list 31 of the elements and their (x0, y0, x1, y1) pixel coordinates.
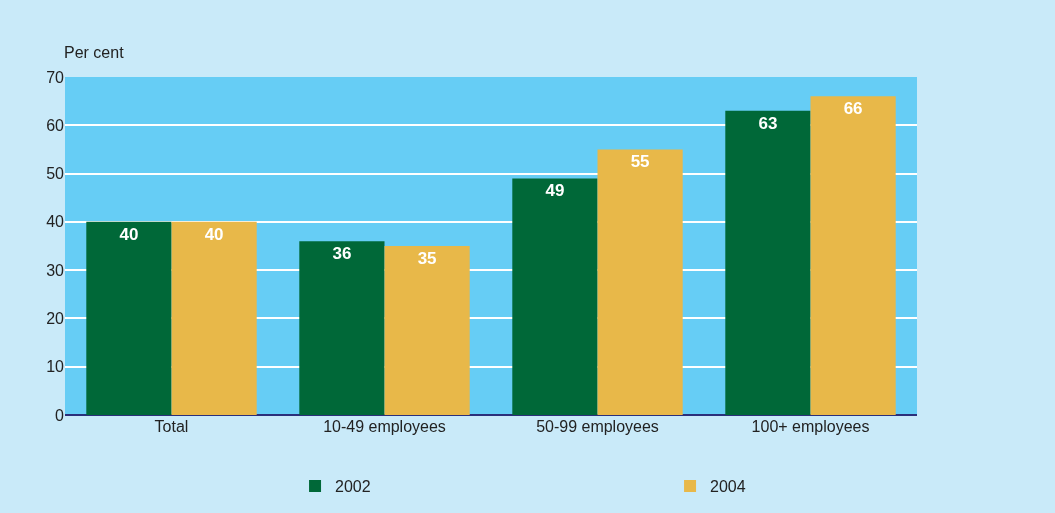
bar (597, 149, 683, 415)
data-label: 40 (119, 224, 139, 244)
y-tick-label: 0 (55, 406, 65, 424)
x-tick-label: Total (154, 418, 189, 435)
legend-label: 2004 (710, 478, 746, 496)
y-tick-label: 70 (46, 68, 65, 86)
y-axis-title: Per cent (64, 44, 125, 61)
bar (171, 221, 257, 415)
x-tick-label: 100+ employees (751, 418, 870, 435)
data-label: 36 (332, 244, 352, 264)
data-label: 66 (843, 99, 863, 119)
bar (384, 246, 470, 415)
bar (86, 221, 172, 415)
data-label: 55 (630, 152, 650, 172)
data-label: 40 (204, 224, 224, 244)
bar (725, 110, 811, 415)
data-label: 35 (417, 249, 437, 268)
bar (810, 96, 896, 415)
y-tick-label: 20 (46, 310, 65, 328)
x-tick-label: 10-49 employees (323, 418, 446, 435)
legend-label: 2002 (335, 478, 371, 496)
y-tick-label: 50 (46, 165, 65, 183)
x-tick-label: 50-99 employees (536, 418, 659, 435)
bar (299, 241, 385, 415)
y-tick-label: 10 (46, 358, 65, 376)
y-tick-label: 60 (46, 116, 65, 134)
y-tick-label: 30 (46, 261, 65, 279)
bar (512, 178, 598, 415)
data-label: 49 (545, 181, 565, 201)
y-tick-label: 40 (46, 213, 65, 231)
data-label: 63 (758, 113, 778, 133)
